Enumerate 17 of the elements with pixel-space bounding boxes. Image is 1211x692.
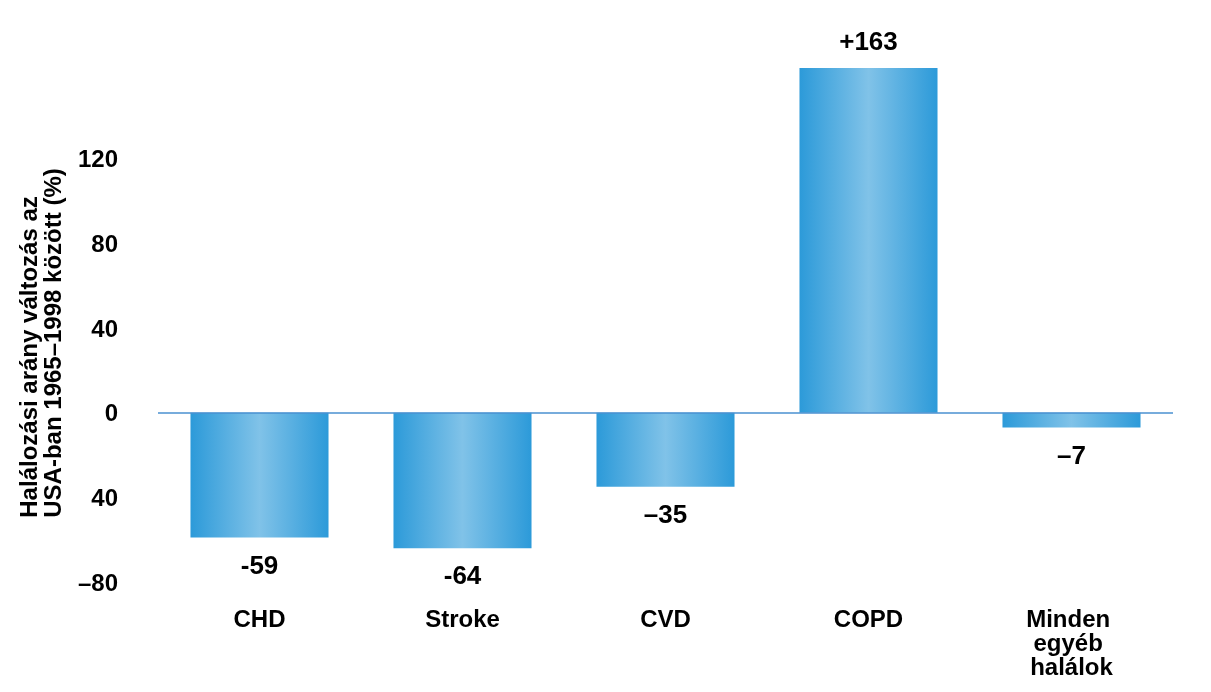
x-tick-label: Stroke bbox=[425, 604, 500, 632]
x-tick-label: CVD bbox=[640, 604, 691, 632]
x-tick-label: CHD bbox=[233, 604, 286, 632]
y-tick-label: 80 bbox=[91, 230, 118, 258]
data-label: -64 bbox=[443, 560, 482, 591]
y-axis-title: Halálozási arány változás az USA-ban 1965–1998 között (%) bbox=[14, 168, 66, 518]
data-label: +163 bbox=[839, 26, 898, 56]
x-tick-label: Minden egyéb halálok bbox=[1026, 604, 1117, 680]
data-label: –35 bbox=[643, 498, 688, 529]
y-tick-label: 0 bbox=[104, 399, 118, 427]
y-tick-label: 40 bbox=[91, 314, 118, 342]
y-tick-label: –80 bbox=[77, 568, 118, 596]
y-tick-label: 120 bbox=[77, 145, 118, 173]
data-label: -59 bbox=[240, 549, 279, 580]
data-label: –7 bbox=[1057, 439, 1086, 470]
y-tick-label: 40 bbox=[91, 483, 118, 511]
x-tick-label: COPD bbox=[833, 604, 904, 632]
